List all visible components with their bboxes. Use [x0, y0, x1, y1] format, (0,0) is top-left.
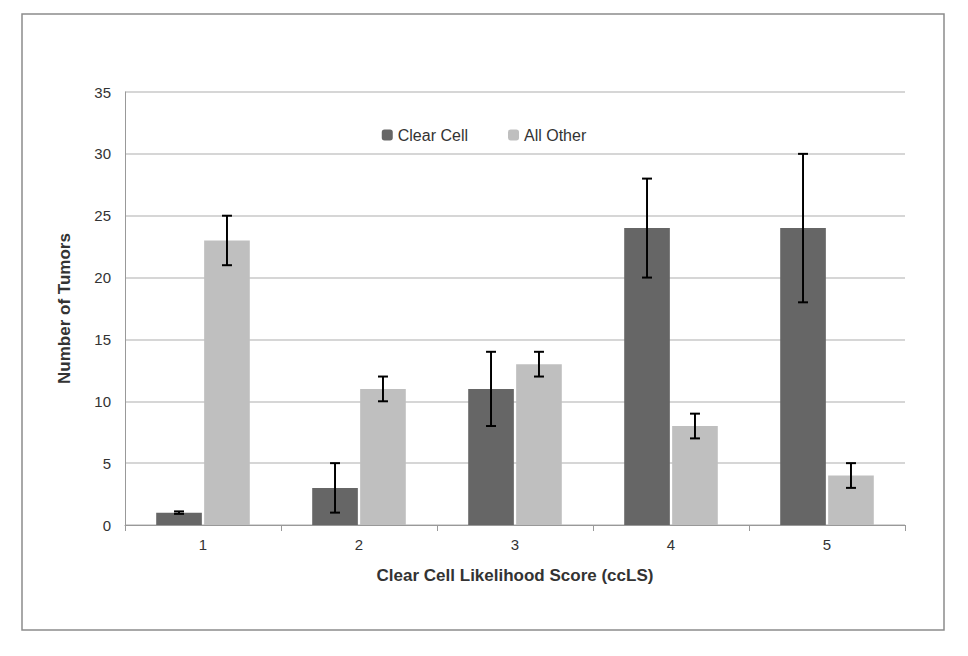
- svg-text:2: 2: [355, 536, 363, 553]
- svg-text:20: 20: [94, 269, 111, 286]
- svg-text:1: 1: [199, 536, 207, 553]
- svg-text:Clear Cell: Clear Cell: [398, 127, 468, 144]
- svg-text:5: 5: [823, 536, 831, 553]
- svg-text:30: 30: [94, 145, 111, 162]
- svg-text:Clear Cell Likelihood Score (c: Clear Cell Likelihood Score (ccLS): [377, 566, 654, 585]
- svg-text:3: 3: [511, 536, 519, 553]
- svg-text:0: 0: [103, 517, 111, 534]
- svg-text:15: 15: [94, 331, 111, 348]
- svg-text:5: 5: [103, 455, 111, 472]
- svg-text:25: 25: [94, 207, 111, 224]
- svg-text:10: 10: [94, 393, 111, 410]
- svg-text:35: 35: [94, 84, 111, 101]
- svg-text:4: 4: [667, 536, 675, 553]
- svg-text:Number of Tumors: Number of Tumors: [55, 233, 74, 384]
- svg-text:All Other: All Other: [524, 127, 587, 144]
